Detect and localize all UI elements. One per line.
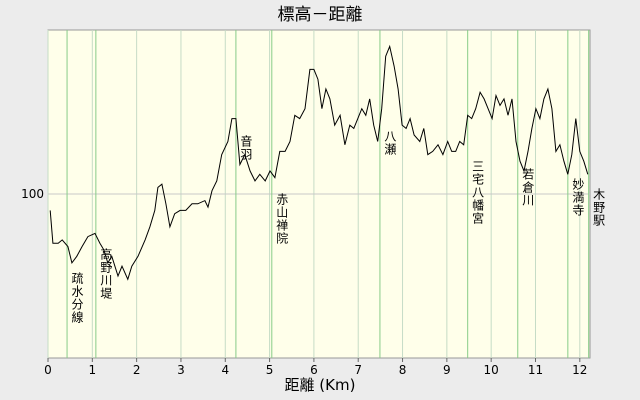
x-tick-label: 10	[484, 363, 499, 377]
landmark-label: 妙満寺	[571, 178, 585, 217]
landmark-label: 三宅八幡宮	[471, 160, 485, 225]
landmark-label: 木野駅	[592, 188, 606, 227]
x-axis-label: 距離 (Km)	[285, 376, 356, 394]
landmark-label: 疏水分線	[70, 271, 84, 324]
x-tick-label: 2	[133, 363, 141, 377]
landmark-label: 赤山禅院	[275, 193, 289, 245]
x-tick-label: 7	[354, 363, 362, 377]
x-tick-label: 11	[528, 363, 543, 377]
x-tick-label: 9	[443, 363, 451, 377]
x-tick-label: 1	[88, 363, 96, 377]
x-tick-label: 4	[221, 363, 229, 377]
x-tick-label: 6	[310, 363, 318, 377]
landmark-label: 若倉川	[521, 168, 535, 207]
x-tick-label: 8	[399, 363, 407, 377]
x-tick-label: 5	[266, 363, 274, 377]
x-tick-label: 0	[44, 363, 52, 377]
elevation-line	[49, 44, 589, 281]
y-tick-label: 100	[21, 187, 44, 201]
landmark-label: 八瀬	[383, 130, 397, 156]
landmark-label: 高野川堤	[99, 247, 113, 300]
x-tick-label: 12	[572, 363, 587, 377]
chart-title: 標高－距離	[278, 5, 363, 25]
landmark-label: 音羽	[239, 134, 253, 161]
x-tick-label: 3	[177, 363, 185, 377]
